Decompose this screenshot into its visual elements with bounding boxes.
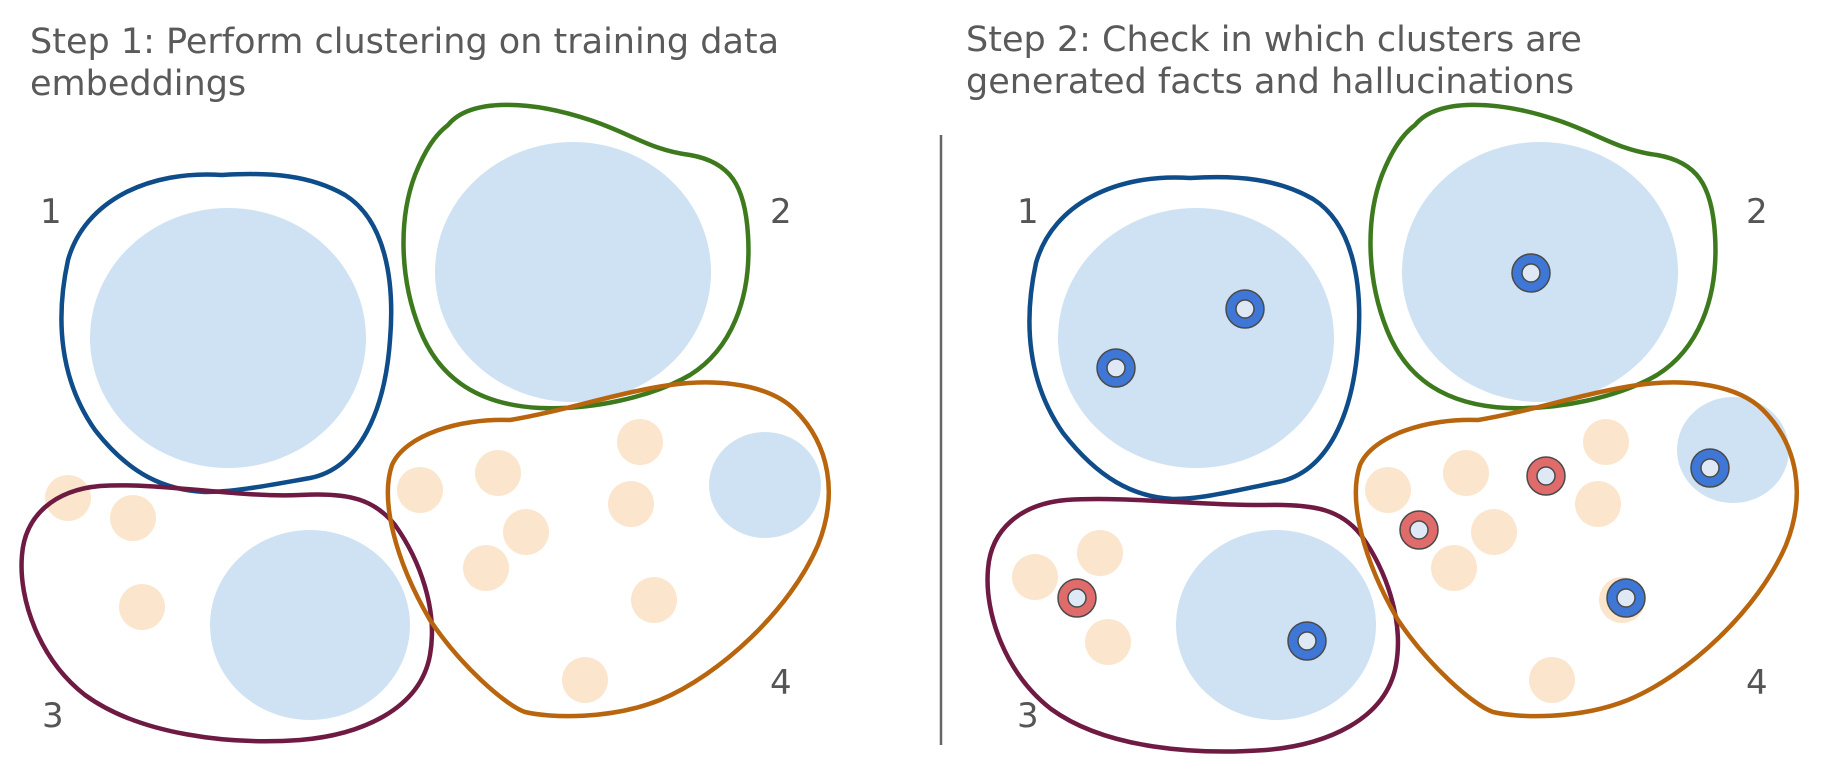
panel-1-title-line-2: embeddings xyxy=(30,64,246,104)
fact-marker xyxy=(1225,289,1265,329)
sparse-point xyxy=(1077,530,1123,576)
sparse-point xyxy=(45,475,91,521)
cluster-2-outline xyxy=(401,102,751,411)
sparse-point xyxy=(617,419,663,465)
panel-1-dense-regions xyxy=(90,142,821,720)
cluster-3-outline xyxy=(985,496,1401,754)
sparse-point xyxy=(1529,657,1575,703)
panel-2-title-line-1: Step 2: Check in which clusters are xyxy=(966,20,1582,60)
fact-marker xyxy=(1511,253,1551,293)
panel-2-generated-facts xyxy=(1096,253,1730,661)
cluster-1-dense-region xyxy=(90,208,366,468)
sparse-point xyxy=(1431,545,1477,591)
sparse-point xyxy=(1365,467,1411,513)
cluster-2-outline xyxy=(1368,102,1718,411)
sparse-point xyxy=(1583,419,1629,465)
hallucination-marker xyxy=(1399,510,1439,550)
panel-step-2: Step 2: Check in which clusters are gene… xyxy=(966,20,1799,754)
sparse-point xyxy=(1012,554,1058,600)
sparse-point xyxy=(631,577,677,623)
panel-2-cluster-label-2: 2 xyxy=(1746,192,1768,232)
panel-1-cluster-label-3: 3 xyxy=(42,696,64,736)
cluster-3-dense-region xyxy=(210,530,410,720)
cluster-1-outline xyxy=(1027,174,1362,502)
cluster-3-dense-region xyxy=(1176,530,1376,720)
panel-2-cluster-label-4: 4 xyxy=(1746,663,1768,703)
sparse-point xyxy=(1443,450,1489,496)
sparse-point xyxy=(1575,481,1621,527)
panel-2-cluster-outlines xyxy=(985,102,1799,754)
hallucination-marker xyxy=(1057,578,1097,618)
sparse-point xyxy=(562,657,608,703)
sparse-point xyxy=(463,545,509,591)
panel-1-cluster-label-1: 1 xyxy=(40,192,62,232)
cluster-4-dense-region xyxy=(1677,397,1789,503)
panel-2-cluster-label-1: 1 xyxy=(1017,192,1039,232)
sparse-point xyxy=(1471,509,1517,555)
cluster-4-outline xyxy=(1353,380,1799,719)
fact-marker xyxy=(1690,448,1730,488)
sparse-point xyxy=(110,495,156,541)
fact-marker xyxy=(1287,621,1327,661)
sparse-point xyxy=(608,481,654,527)
sparse-point xyxy=(1085,619,1131,665)
fact-marker xyxy=(1096,348,1136,388)
sparse-point xyxy=(503,509,549,555)
panel-2-title-line-2: generated facts and hallucinations xyxy=(966,62,1574,102)
cluster-1-dense-region xyxy=(1058,208,1334,468)
panel-2-dense-regions xyxy=(1058,142,1789,720)
panel-1-cluster-label-4: 4 xyxy=(770,663,792,703)
panel-1-cluster-label-2: 2 xyxy=(770,192,792,232)
panel-1-sparse-points xyxy=(45,419,677,703)
panel-step-1: Step 1: Perform clustering on training d… xyxy=(19,22,831,744)
panel-1-title-line-1: Step 1: Perform clustering on training d… xyxy=(30,22,779,62)
cluster-1-outline xyxy=(59,171,394,495)
cluster-3-outline xyxy=(19,483,435,744)
cluster-2-dense-region xyxy=(435,142,711,402)
panel-2-hallucinations xyxy=(1057,456,1566,618)
sparse-point xyxy=(119,584,165,630)
cluster-4-dense-region xyxy=(709,432,821,538)
sparse-point xyxy=(475,450,521,496)
panel-1-cluster-outlines xyxy=(19,102,831,744)
panel-2-cluster-label-3: 3 xyxy=(1017,696,1039,736)
hallucination-marker xyxy=(1526,456,1566,496)
fact-marker xyxy=(1606,578,1646,618)
sparse-point xyxy=(397,467,443,513)
cluster-4-outline xyxy=(385,380,831,719)
